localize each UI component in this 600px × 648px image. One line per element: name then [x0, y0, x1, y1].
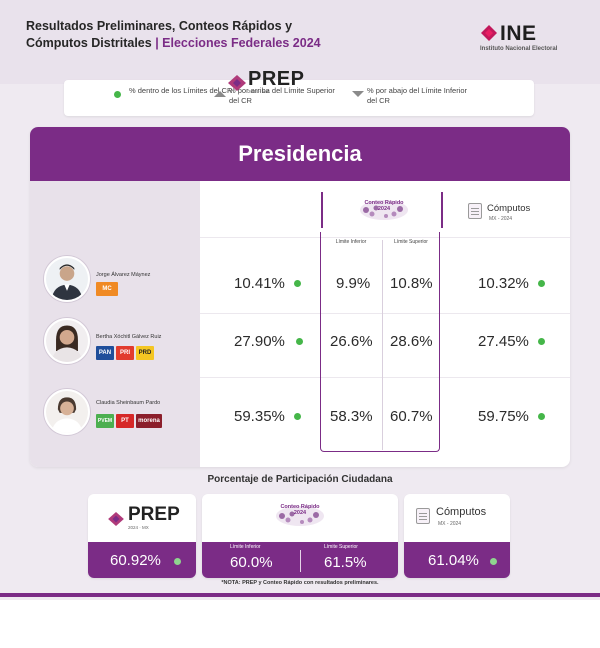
person-icon	[46, 391, 88, 433]
green-dot-icon	[294, 280, 301, 287]
party-logo-pri: PRI	[116, 346, 134, 360]
party-logo-prd: PRD	[136, 346, 154, 360]
prep-value: 27.90%	[234, 333, 285, 350]
prep-subtitle: 2024 · MX	[248, 89, 269, 94]
green-dot-icon	[538, 280, 545, 287]
ine-wordmark: INE	[500, 22, 537, 45]
participation-prep-value: 60.92%	[110, 552, 161, 569]
green-dot-icon	[490, 558, 497, 565]
prep-wordmark: PREP	[128, 504, 180, 525]
header-divider	[321, 192, 323, 228]
legend: % dentro de los Límites del CR % por arr…	[64, 80, 534, 116]
candidate-name: Claudia Sheinbaum Pardo	[96, 400, 161, 406]
row-divider	[200, 377, 570, 378]
participation-computos-box: Cómputos MX - 2024 61.04%	[404, 494, 510, 578]
computos-document-icon	[416, 508, 430, 524]
participation-conteo-box: Conteo Rápido 2024 Límite Inferior Límit…	[202, 494, 398, 578]
conteo-range-frame	[320, 232, 440, 452]
triangle-up-icon	[214, 91, 226, 97]
limit-upper-label: Límite Superior	[394, 239, 428, 245]
green-dot-icon	[114, 91, 121, 98]
footnote: *NOTA: PREP y Conteo Rápido con resultad…	[221, 580, 379, 586]
limit-lower-value: 9.9%	[336, 275, 371, 292]
range-divider	[382, 240, 383, 450]
prep-value: 59.35%	[234, 408, 285, 425]
candidate-avatar	[44, 318, 90, 364]
triangle-down-icon	[352, 91, 364, 97]
page-title: Resultados Preliminares, Conteos Rápidos…	[26, 18, 406, 52]
limit-lower-value: 58.3%	[330, 408, 373, 425]
prep-mark-icon	[108, 512, 124, 526]
person-icon	[46, 320, 88, 362]
row-divider	[200, 313, 570, 314]
party-logo-pvem: PVEM	[96, 414, 114, 428]
conteo-rapido-icon	[360, 200, 408, 220]
legend-text: % por abajo del Límite Inferior del CR	[367, 86, 468, 105]
participation-lower-value: 60.0%	[230, 554, 273, 571]
computos-subtitle: MX - 2024	[489, 216, 513, 222]
conteo-rapido-wordmark: Conteo Rápido 2024	[364, 200, 404, 212]
party-logo-pt: PT	[116, 414, 134, 428]
computos-value: 10.32%	[478, 275, 529, 292]
title-plain: Cómputos Distritales	[26, 36, 152, 50]
green-dot-icon	[174, 558, 181, 565]
limit-lower-value: 26.6%	[330, 333, 373, 350]
candidate-avatar	[44, 389, 90, 435]
green-dot-icon	[538, 338, 545, 345]
participation-computos-value: 61.04%	[428, 552, 479, 569]
prep-value: 10.41%	[234, 275, 285, 292]
person-icon	[46, 258, 88, 300]
party-logo-mc: MC	[96, 282, 118, 296]
participation-upper-value: 61.5%	[324, 554, 367, 571]
computos-value: 59.75%	[478, 408, 529, 425]
prep-wordmark: PREP	[248, 68, 305, 90]
limit-lower-label: Límite Inferior	[335, 239, 367, 245]
ine-diamond-icon	[481, 25, 497, 41]
green-dot-icon	[538, 413, 545, 420]
prep-subtitle: 2024 · MX	[128, 525, 149, 530]
computos-wordmark: Cómputos	[436, 506, 487, 518]
card-heading: Presidencia	[30, 127, 570, 181]
limit-lower-label: Límite Inferior	[230, 544, 261, 550]
bottom-rule	[0, 593, 600, 597]
prep-logo: PREP 2024 · MX	[228, 62, 318, 112]
title-line-2: Cómputos Distritales | Elecciones Federa…	[26, 35, 406, 52]
party-logo-pan: PAN	[96, 346, 114, 360]
limit-upper-value: 60.7%	[390, 408, 433, 425]
limit-upper-value: 28.6%	[390, 333, 433, 350]
computos-wordmark: Cómputos	[487, 203, 531, 214]
participation-title: Porcentaje de Participación Ciudadana	[207, 474, 393, 485]
computos-document-icon	[468, 203, 482, 219]
candidate-name: Jorge Álvarez Máynez	[96, 272, 151, 278]
prep-mark-icon	[228, 75, 246, 91]
candidate-name: Bertha Xóchitl Gálvez Ruiz	[96, 334, 162, 340]
limit-upper-value: 10.8%	[390, 275, 433, 292]
limit-upper-label: Límite Superior	[324, 544, 358, 550]
range-divider	[300, 550, 301, 572]
conteo-rapido-wordmark: Conteo Rápido 2024	[280, 504, 320, 516]
conteo-rapido-icon	[276, 506, 324, 526]
legend-text: % por arriba del Límite Superior del CR	[229, 86, 335, 105]
computos-value: 27.45%	[478, 333, 529, 350]
header-band	[0, 0, 600, 84]
header-divider	[441, 192, 443, 228]
row-divider	[200, 237, 570, 238]
participation-prep-box: PREP 2024 · MX 60.92%	[88, 494, 196, 578]
computos-subtitle: MX - 2024	[438, 521, 462, 527]
ine-logo: INE Instituto Nacional Electoral	[480, 22, 580, 56]
title-line-1: Resultados Preliminares, Conteos Rápidos…	[26, 19, 293, 33]
candidate-avatar	[44, 256, 90, 302]
green-dot-icon	[296, 338, 303, 345]
party-logo-morena: morena	[136, 414, 162, 428]
legend-text: % dentro de los Límites del CR	[129, 86, 233, 95]
title-accent: | Elecciones Federales 2024	[155, 36, 321, 50]
green-dot-icon	[294, 413, 301, 420]
ine-subtitle: Instituto Nacional Electoral	[480, 46, 558, 52]
